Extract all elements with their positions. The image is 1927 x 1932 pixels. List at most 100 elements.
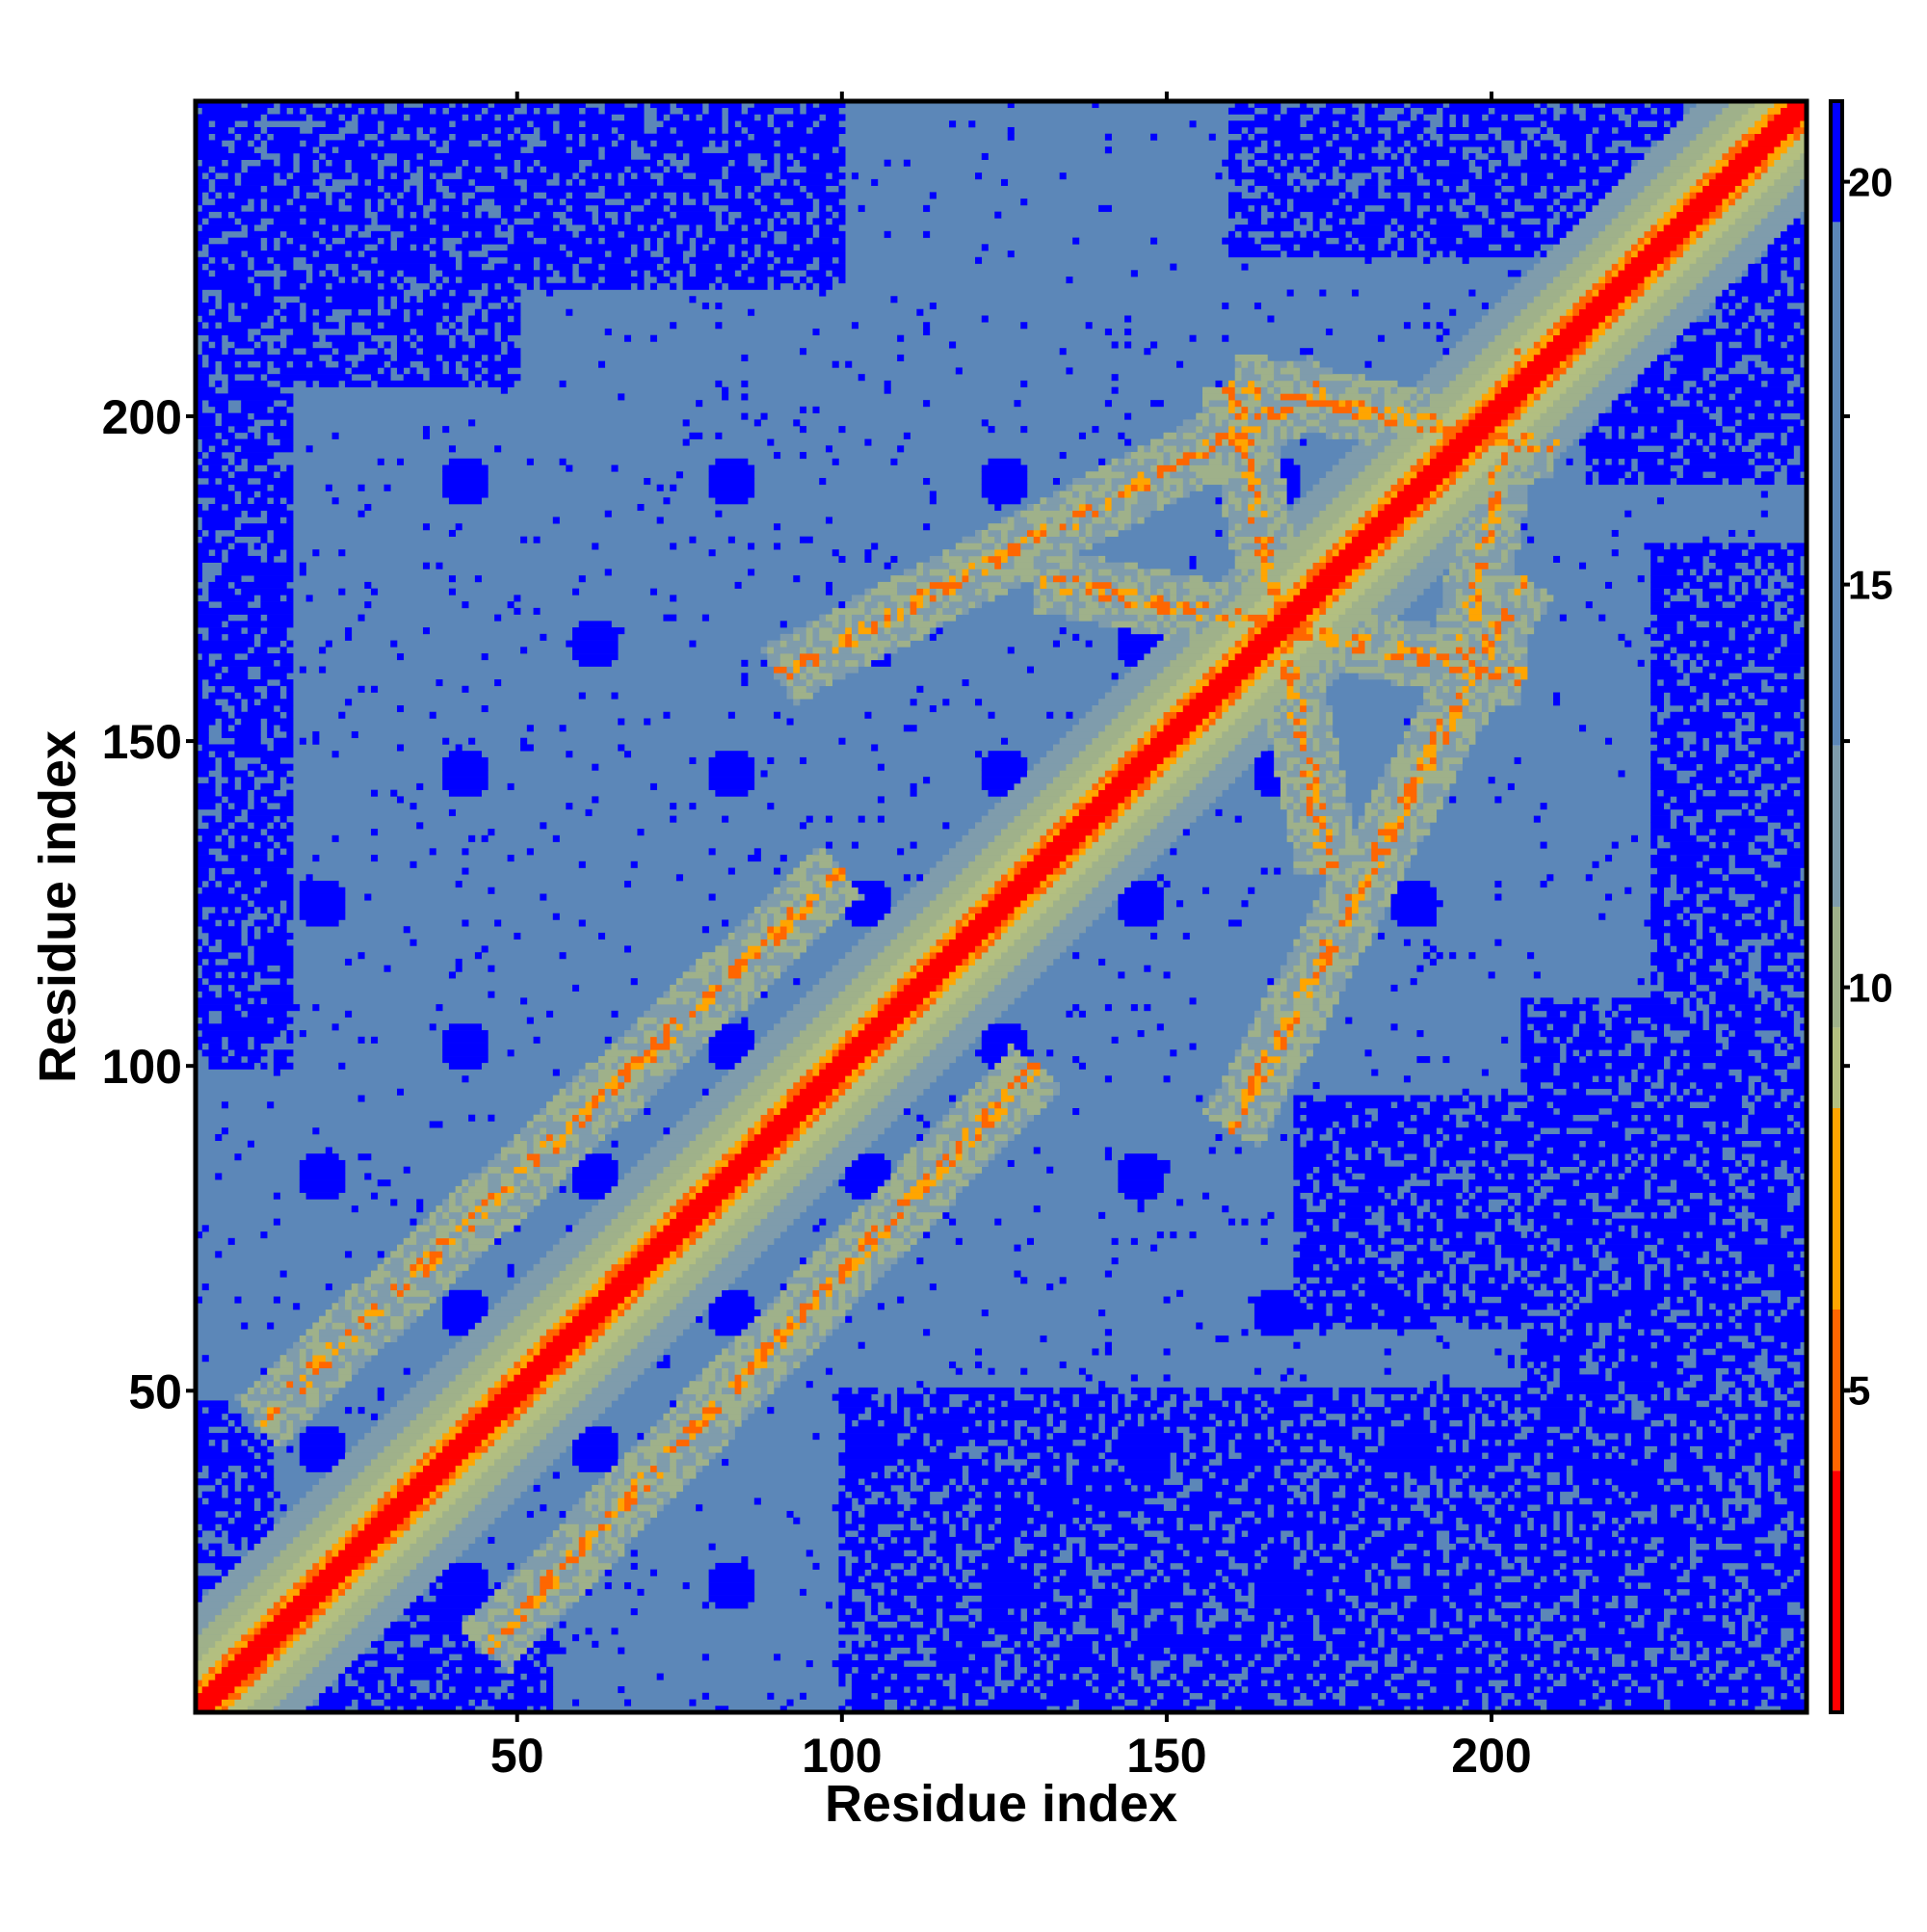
heatmap-cell-run — [1046, 1562, 1086, 1570]
heatmap-cell-run — [1014, 1445, 1047, 1453]
heatmap-cell-run — [1468, 1445, 1573, 1453]
heatmap-cell-run — [1734, 1452, 1755, 1460]
heatmap-cell-run — [1533, 1140, 1580, 1148]
heatmap-cell-run — [1598, 1244, 1645, 1252]
heatmap-cell-run — [701, 1277, 735, 1284]
heatmap-cell-run — [1014, 1452, 1028, 1460]
heatmap-cell-run — [864, 1225, 872, 1232]
heatmap-cell-run — [923, 1608, 937, 1616]
heatmap-cell-run — [623, 1478, 632, 1486]
heatmap-cell-run — [1280, 1387, 1333, 1394]
heatmap-cell-run — [630, 1485, 638, 1493]
heatmap-cell-run — [903, 1634, 917, 1642]
heatmap-cell-run — [1696, 1082, 1716, 1090]
heatmap-cell-run — [786, 1133, 801, 1142]
heatmap-cell-run — [1585, 1673, 1619, 1681]
heatmap-cell-run — [357, 1153, 372, 1161]
heatmap-cell-run — [1208, 1628, 1268, 1635]
heatmap-cell-run — [1202, 1614, 1210, 1622]
heatmap-cell-run — [838, 1556, 846, 1564]
heatmap-cell-run — [494, 1634, 508, 1642]
heatmap-cell-run — [968, 1140, 976, 1148]
heatmap-cell-run — [1605, 1335, 1619, 1343]
heatmap-cell-run — [1475, 1543, 1483, 1550]
heatmap-cell-run — [1378, 1660, 1386, 1668]
heatmap-cell-run — [234, 1621, 254, 1628]
heatmap-cell-run — [1338, 1159, 1386, 1167]
heatmap-cell-run — [468, 1211, 476, 1219]
heatmap-cell-run — [644, 1335, 677, 1343]
heatmap-cell-run — [994, 1121, 1002, 1128]
heatmap-cell-run — [800, 1588, 807, 1596]
heatmap-cell-run — [1033, 1147, 1041, 1154]
heatmap-cell-run — [241, 1478, 275, 1486]
heatmap-cell-run — [604, 1284, 638, 1291]
heatmap-cell-run — [1455, 1296, 1469, 1304]
heatmap-cell-run — [1436, 1419, 1450, 1427]
heatmap-cell-run — [196, 1601, 229, 1609]
heatmap-cell-run — [1046, 1530, 1060, 1538]
heatmap-cell-run — [1078, 1400, 1099, 1408]
heatmap-cell-run — [611, 1543, 625, 1550]
heatmap-cell-run — [429, 1367, 462, 1375]
heatmap-cell-run — [708, 1147, 729, 1154]
heatmap-cell-run — [890, 1211, 898, 1219]
heatmap-cell-run — [208, 1497, 235, 1505]
heatmap-cell-run — [325, 1654, 358, 1661]
heatmap-cell-run — [409, 1284, 417, 1291]
heatmap-cell-run — [1410, 1517, 1431, 1524]
heatmap-cell-run — [1703, 1192, 1710, 1200]
heatmap-cell-run — [1670, 1133, 1677, 1142]
heatmap-cell-run — [1436, 1393, 1443, 1401]
heatmap-cell-run — [1760, 1634, 1782, 1642]
heatmap-cell-run — [436, 1361, 469, 1368]
heatmap-cell-run — [319, 1387, 339, 1394]
heatmap-cell-run — [741, 1367, 749, 1375]
heatmap-cell-run — [903, 1205, 917, 1213]
heatmap-cell-run — [845, 1426, 911, 1434]
heatmap-cell-run — [566, 1088, 573, 1096]
heatmap-cell-run — [1527, 1088, 1554, 1096]
heatmap-cell-run — [1066, 1673, 1073, 1681]
heatmap-cell-run — [403, 1257, 417, 1265]
heatmap-cell-run — [975, 1082, 983, 1090]
heatmap-cell-run — [221, 1654, 229, 1661]
heatmap-cell-run — [507, 1654, 515, 1661]
heatmap-cell-run — [1286, 1069, 1294, 1076]
heatmap-cell-run — [1767, 1159, 1782, 1167]
heatmap-cell-run — [689, 1185, 697, 1193]
heatmap-cell-run — [1312, 1199, 1320, 1206]
heatmap-cell-run — [1026, 1069, 1035, 1076]
heatmap-cell-run — [442, 1211, 450, 1219]
heatmap-cell-run — [533, 1199, 541, 1206]
heatmap-cell-run — [1462, 1114, 1476, 1122]
heatmap-cell-run — [1241, 1452, 1339, 1460]
heatmap-cell-run — [436, 1244, 443, 1252]
heatmap-cell-run — [1611, 1322, 1619, 1330]
heatmap-cell-run — [1118, 1654, 1138, 1661]
heatmap-cell-run — [585, 1367, 612, 1375]
heatmap-cell-run — [422, 1459, 431, 1467]
heatmap-cell-run — [1306, 1101, 1346, 1109]
heatmap-cell-run — [448, 1530, 482, 1538]
heatmap-cell-run — [630, 1491, 638, 1498]
heatmap-cell-run — [1196, 1393, 1210, 1401]
heatmap-cell-run — [279, 1640, 287, 1648]
heatmap-cell-run — [1566, 1562, 1625, 1570]
heatmap-cell-run — [1507, 1315, 1561, 1323]
heatmap-cell-run — [312, 1335, 320, 1343]
heatmap-cell-run — [474, 1179, 488, 1187]
heatmap-cell-run — [1040, 1569, 1060, 1576]
heatmap-cell-run — [462, 1237, 469, 1245]
heatmap-cell-run — [371, 1485, 391, 1493]
heatmap-cell-run — [286, 1569, 306, 1576]
heatmap-cell-run — [1670, 1095, 1677, 1102]
heatmap-cell-run — [215, 1582, 249, 1590]
heatmap-cell-run — [403, 1471, 410, 1479]
heatmap-cell-run — [1605, 1159, 1613, 1167]
heatmap-cell-run — [923, 1185, 931, 1193]
heatmap-cell-run — [1501, 1595, 1521, 1602]
heatmap-cell-run — [1436, 1471, 1463, 1479]
heatmap-cell-run — [566, 1140, 573, 1148]
heatmap-cell-run — [748, 1082, 775, 1090]
